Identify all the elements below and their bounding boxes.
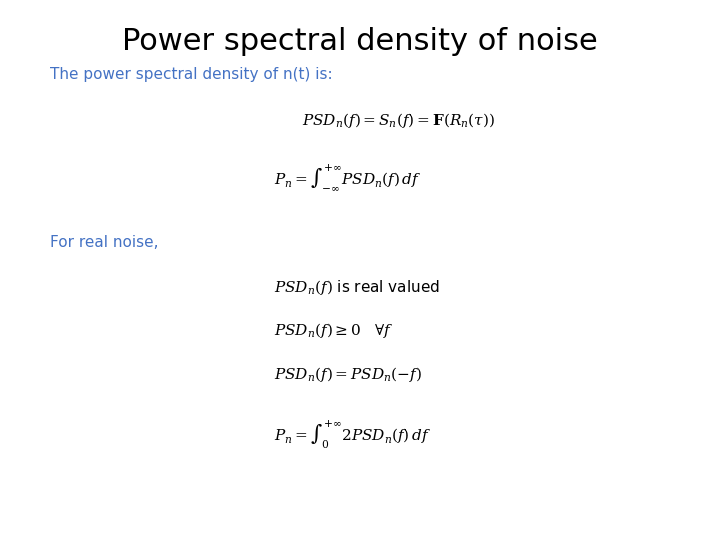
Text: $PSD_n(f) \geq 0 \quad \forall f$: $PSD_n(f) \geq 0 \quad \forall f$ — [274, 321, 393, 340]
Text: $PSD_n(f) = PSD_n(-f)$: $PSD_n(f) = PSD_n(-f)$ — [274, 364, 421, 383]
Text: $P_n = \int_{-\infty}^{+\infty} PSD_n(f)\, df$: $P_n = \int_{-\infty}^{+\infty} PSD_n(f)… — [274, 162, 421, 192]
Text: Power spectral density of noise: Power spectral density of noise — [122, 27, 598, 56]
Text: $PSD_n(f) = S_n(f) = \mathbf{F}(R_n(\tau))$: $PSD_n(f) = S_n(f) = \mathbf{F}(R_n(\tau… — [302, 111, 495, 130]
Text: $P_n = \int_{0}^{+\infty} 2PSD_n(f)\, df$: $P_n = \int_{0}^{+\infty} 2PSD_n(f)\, df… — [274, 418, 431, 450]
Text: $PSD_n(f)$ is real valued: $PSD_n(f)$ is real valued — [274, 278, 440, 297]
Text: The power spectral density of n(t) is:: The power spectral density of n(t) is: — [50, 68, 333, 83]
Text: For real noise,: For real noise, — [50, 235, 159, 250]
